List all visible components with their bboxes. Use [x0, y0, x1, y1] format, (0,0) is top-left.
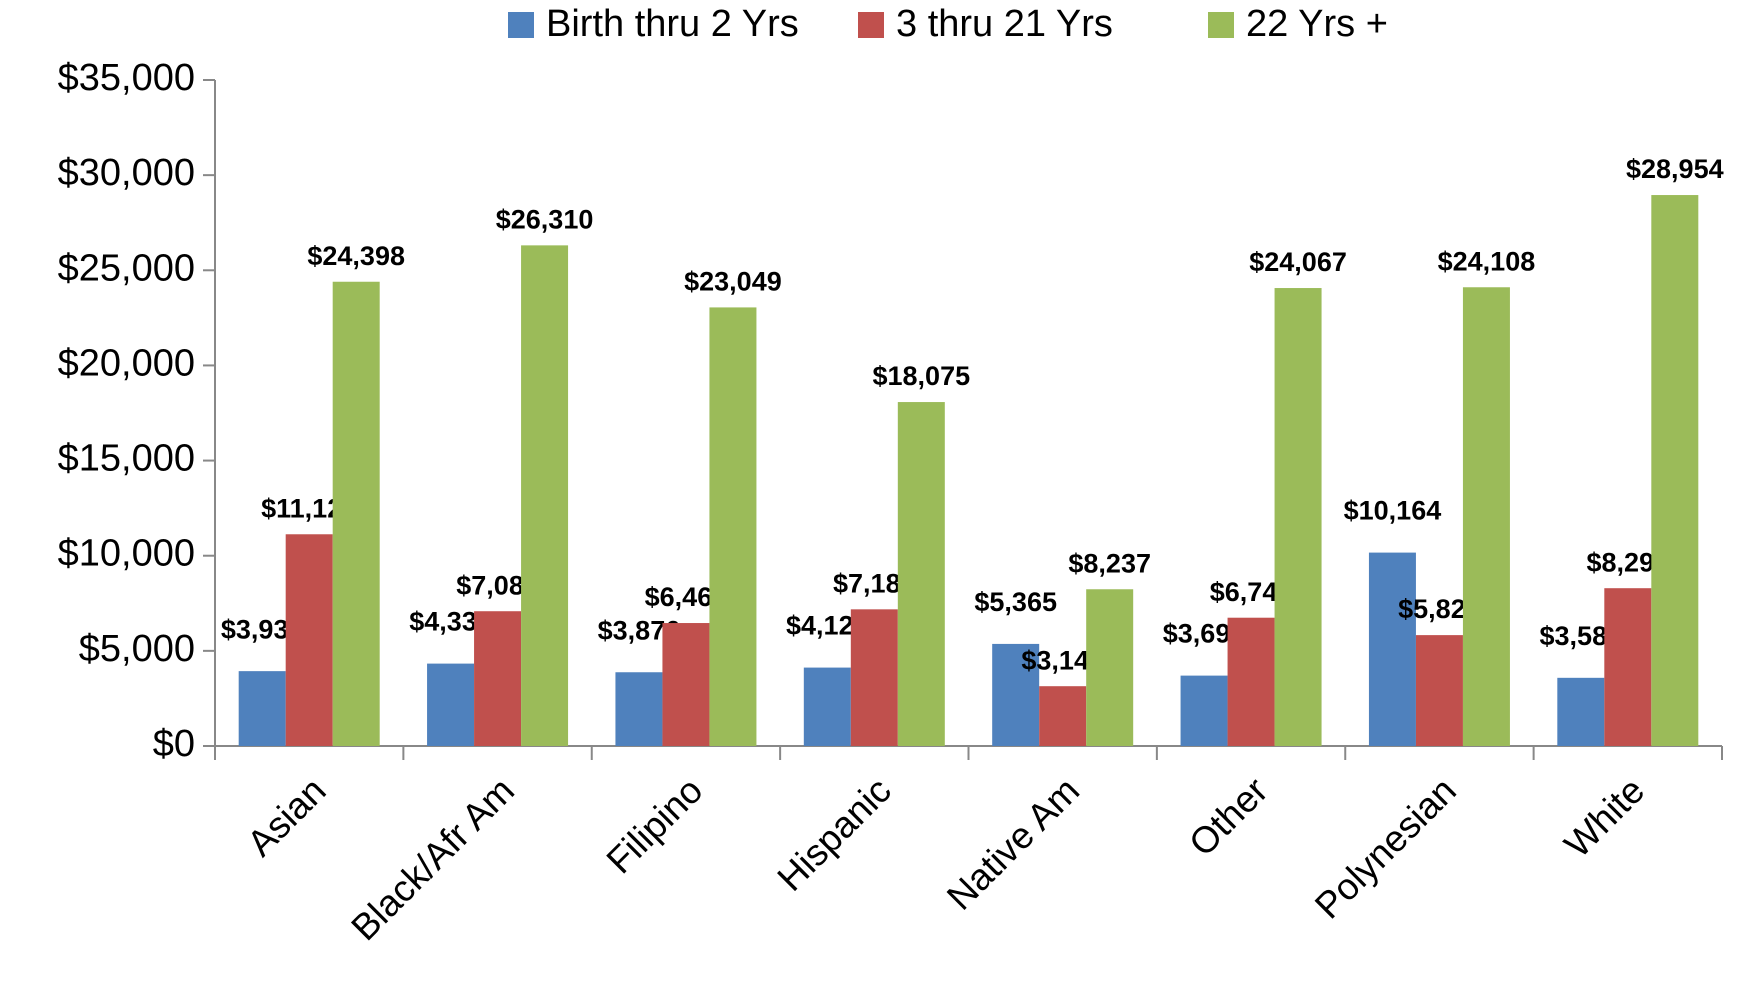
- legend-label: Birth thru 2 Yrs: [546, 3, 799, 45]
- bar: [521, 245, 569, 747]
- bar: [1604, 588, 1652, 746]
- x-tick-label: White: [1557, 770, 1653, 866]
- y-tick-label: $10,000: [58, 533, 195, 575]
- bar: [474, 611, 522, 746]
- value-label: $26,310: [496, 204, 594, 234]
- value-label: $23,049: [684, 267, 782, 297]
- bar: [332, 281, 380, 746]
- value-label: $24,398: [307, 241, 405, 271]
- y-tick-label: $0: [153, 723, 195, 765]
- x-tick-label: Hispanic: [770, 770, 899, 899]
- bar: [427, 663, 475, 746]
- legend-swatch: [1208, 12, 1234, 38]
- legend-label: 22 Yrs +: [1246, 3, 1388, 45]
- value-label: $10,164: [1344, 496, 1442, 526]
- y-tick-label: $5,000: [79, 628, 195, 670]
- legend-swatch: [508, 12, 534, 38]
- y-tick-label: $35,000: [58, 57, 195, 99]
- x-tick-label: Polynesian: [1307, 770, 1464, 927]
- bar: [1274, 288, 1322, 746]
- legend-label: 3 thru 21 Yrs: [896, 3, 1113, 45]
- y-tick-label: $20,000: [58, 342, 195, 384]
- bar: [897, 402, 945, 746]
- bar: [615, 672, 663, 746]
- bar: [1651, 195, 1699, 746]
- value-label: $24,067: [1249, 247, 1347, 277]
- bar: [992, 643, 1040, 746]
- legend-swatch: [858, 12, 884, 38]
- x-tick-label: Native Am: [939, 770, 1087, 918]
- value-label: $5,365: [974, 587, 1057, 617]
- value-label: $24,108: [1438, 246, 1536, 276]
- value-label: $28,954: [1626, 154, 1724, 184]
- x-tick-label: Other: [1181, 770, 1275, 864]
- bar: [238, 671, 286, 746]
- bar: [1227, 617, 1275, 746]
- bar: [1039, 686, 1087, 746]
- y-tick-label: $25,000: [58, 247, 195, 289]
- bar: [662, 623, 710, 746]
- bar: [1180, 675, 1228, 746]
- bar: [285, 534, 333, 746]
- bar: [1086, 589, 1134, 746]
- bar: [803, 667, 851, 746]
- bar: [709, 307, 757, 746]
- value-label: $18,075: [873, 361, 971, 391]
- bar: [1557, 677, 1605, 746]
- bar: [1368, 552, 1416, 746]
- bar: [850, 609, 898, 746]
- y-tick-label: $15,000: [58, 438, 195, 480]
- value-label: $8,237: [1068, 548, 1151, 578]
- bar: [1415, 635, 1463, 746]
- bar: [1462, 287, 1510, 746]
- y-tick-label: $30,000: [58, 152, 195, 194]
- x-tick-label: Filipino: [599, 770, 711, 882]
- x-tick-label: Asian: [239, 770, 333, 864]
- x-tick-label: Black/Afr Am: [343, 770, 522, 949]
